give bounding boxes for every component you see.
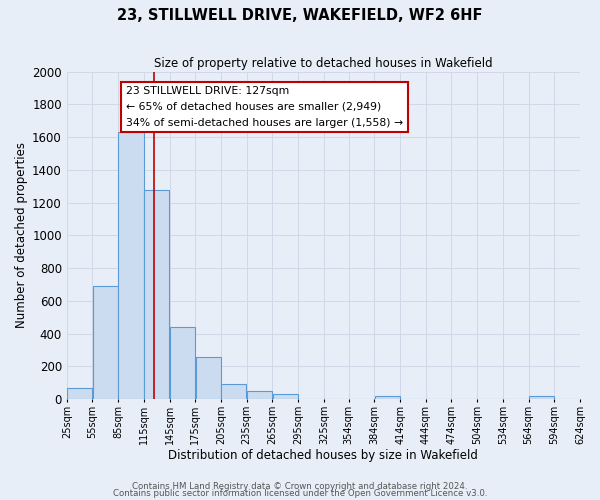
- Bar: [67, 388, 92, 399]
- Bar: [374, 396, 400, 399]
- Text: 23, STILLWELL DRIVE, WAKEFIELD, WF2 6HF: 23, STILLWELL DRIVE, WAKEFIELD, WF2 6HF: [117, 8, 483, 22]
- Y-axis label: Number of detached properties: Number of detached properties: [15, 142, 28, 328]
- Bar: [196, 358, 221, 399]
- Bar: [118, 132, 143, 399]
- Bar: [247, 391, 272, 399]
- Bar: [272, 394, 298, 399]
- Bar: [529, 396, 554, 399]
- Title: Size of property relative to detached houses in Wakefield: Size of property relative to detached ho…: [154, 58, 493, 70]
- Bar: [221, 384, 247, 399]
- Bar: [170, 327, 195, 399]
- Bar: [92, 286, 118, 399]
- Text: 23 STILLWELL DRIVE: 127sqm
← 65% of detached houses are smaller (2,949)
34% of s: 23 STILLWELL DRIVE: 127sqm ← 65% of deta…: [126, 86, 403, 128]
- Bar: [144, 190, 169, 399]
- Text: Contains HM Land Registry data © Crown copyright and database right 2024.: Contains HM Land Registry data © Crown c…: [132, 482, 468, 491]
- Text: Contains public sector information licensed under the Open Government Licence v3: Contains public sector information licen…: [113, 490, 487, 498]
- X-axis label: Distribution of detached houses by size in Wakefield: Distribution of detached houses by size …: [169, 450, 478, 462]
